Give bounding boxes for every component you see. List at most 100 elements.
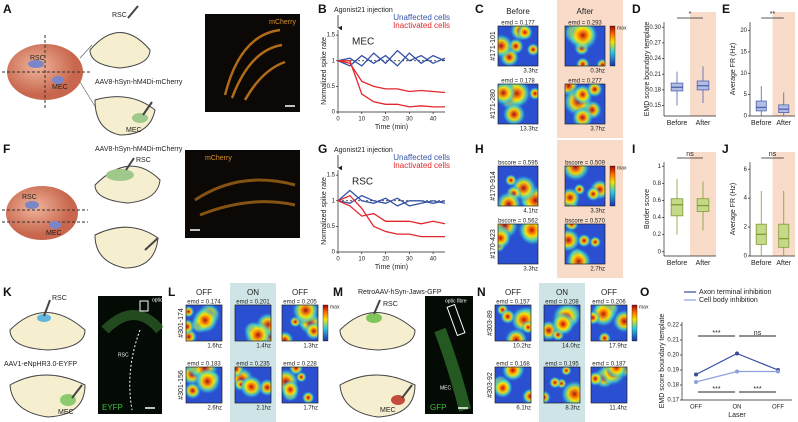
map-rate: 3.7hz xyxy=(590,127,605,133)
y-tick-label: 0.2 xyxy=(653,232,662,238)
map-rate: 0.3hz xyxy=(590,69,605,75)
panel-label: E xyxy=(722,2,730,16)
y-tick-label: 0.18 xyxy=(649,87,661,93)
y-tick-label: 0.22 xyxy=(667,323,679,329)
cell-id: #171-101 xyxy=(490,31,497,61)
y-tick-label: 0.27 xyxy=(649,40,661,46)
column-header: OFF xyxy=(196,288,212,297)
image-label: GFP xyxy=(430,403,446,412)
map-frame xyxy=(497,83,539,125)
colorbar xyxy=(631,304,638,342)
rate-map xyxy=(565,26,605,66)
rate-map xyxy=(235,305,271,341)
map-field xyxy=(550,311,576,337)
map-score: emd = 0.201 xyxy=(236,300,270,306)
y-tick-label: 1 xyxy=(332,198,336,204)
y-tick-label: 2 xyxy=(744,225,748,231)
significance: ** xyxy=(770,11,776,18)
map-field xyxy=(565,166,591,182)
map-rate: 2.7hz xyxy=(590,267,605,273)
region-label: RSC xyxy=(383,301,398,308)
map-field xyxy=(575,57,590,66)
map-field xyxy=(504,174,518,187)
map-rate: 13.3hz xyxy=(520,127,538,133)
x-tick-label: 10 xyxy=(358,257,365,263)
region-label: MEC xyxy=(352,37,374,48)
map-field xyxy=(591,310,601,326)
significance: *** xyxy=(712,330,720,337)
annotation: Agonist21 injection xyxy=(334,7,393,14)
region-label: MEC xyxy=(46,230,62,237)
connector xyxy=(79,44,93,59)
map-field xyxy=(191,306,219,334)
column-header: ON xyxy=(556,288,568,297)
panel-a-illustration xyxy=(2,5,156,136)
map-field xyxy=(591,371,603,387)
significance: ns xyxy=(686,151,694,158)
map-score: emd = 0.157 xyxy=(496,300,530,306)
x-axis-label: Time (min) xyxy=(375,124,408,131)
rate-map xyxy=(235,367,271,403)
point xyxy=(694,372,698,377)
map-rate: 10.2hz xyxy=(513,344,531,350)
map-field xyxy=(516,26,534,41)
virus-label: AAV8-hSyn-hM4Di-mCherry xyxy=(95,146,183,153)
panel-label: K xyxy=(3,285,12,299)
map-frame xyxy=(494,366,532,404)
x-tick-label: After xyxy=(696,120,711,127)
map-field xyxy=(291,305,318,325)
histology-signal xyxy=(434,327,471,412)
series-line xyxy=(337,189,446,207)
brain-3d xyxy=(6,186,78,240)
map-rate: 4.1hz xyxy=(523,209,538,215)
map-field xyxy=(544,390,552,403)
column-header: OFF xyxy=(601,288,617,297)
significance: *** xyxy=(712,386,720,393)
panel-label: O xyxy=(640,285,649,299)
map-field xyxy=(504,327,529,341)
map-frame xyxy=(234,366,272,404)
image-label: mCherry xyxy=(269,19,296,26)
map-rate: 3.3hz xyxy=(523,69,538,75)
y-tick-label: 0 xyxy=(658,249,662,255)
column-header: ON xyxy=(247,288,259,297)
map-score: emd = 0.293 xyxy=(568,21,602,27)
map-rate: 3.3hz xyxy=(523,267,538,273)
map-field xyxy=(565,227,581,253)
map-field xyxy=(235,367,245,378)
annotation: Agonist21 injection xyxy=(334,147,393,154)
legend-entry: Inactivated cells xyxy=(393,161,450,170)
map-rate: 11.4hz xyxy=(609,406,627,412)
injection xyxy=(373,299,381,315)
map-field xyxy=(502,102,527,124)
map-field xyxy=(565,187,581,206)
y-axis-label: Normalized spike rate xyxy=(321,177,328,245)
x-tick-label: 0 xyxy=(336,117,340,123)
point xyxy=(776,369,780,374)
series-line xyxy=(337,194,446,207)
legend-entry: Inactivated cells xyxy=(393,21,450,30)
histology-signal xyxy=(101,310,164,334)
region-label: RSC xyxy=(22,194,37,201)
map-score: bscore = 0.562 xyxy=(498,219,539,225)
rsc-expression xyxy=(366,313,382,323)
x-tick-label: 40 xyxy=(430,117,437,123)
map-frame xyxy=(590,304,628,342)
rate-map xyxy=(565,84,605,124)
region-label: MEC xyxy=(126,127,142,134)
map-rate: 1.3hz xyxy=(303,344,318,350)
mec-region xyxy=(52,76,64,84)
significance: *** xyxy=(753,386,761,393)
y-tick-label: 0 xyxy=(332,250,336,256)
fibre-label: optic fibre xyxy=(445,298,467,304)
y-tick-label: 0.21 xyxy=(649,72,661,78)
panel-label: B xyxy=(318,2,327,16)
map-score: emd = 0.168 xyxy=(496,362,530,368)
y-tick-label: 0.24 xyxy=(649,56,661,62)
panel-label: J xyxy=(722,142,729,156)
panel-label: I xyxy=(632,142,635,156)
map-rate: 3.3hz xyxy=(590,209,605,215)
x-tick-label: 30 xyxy=(406,257,413,263)
rate-map xyxy=(498,26,538,66)
region-label: RSC xyxy=(30,55,45,62)
